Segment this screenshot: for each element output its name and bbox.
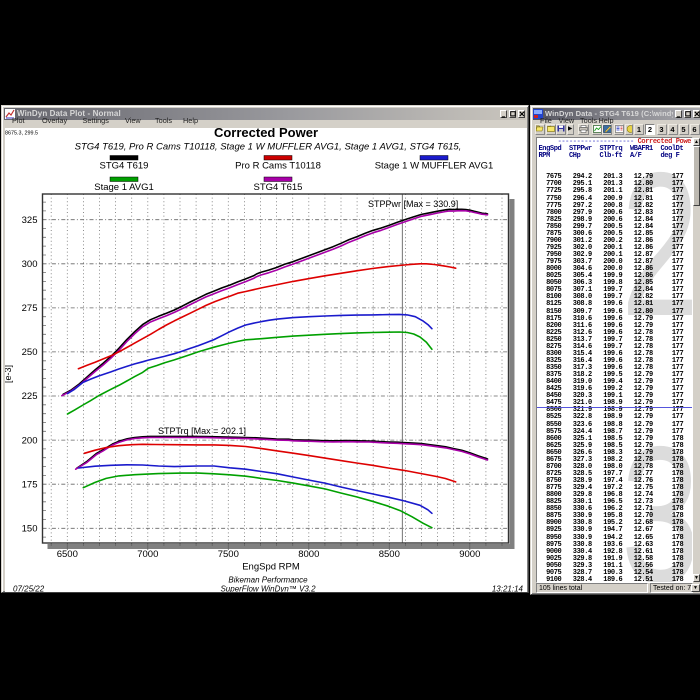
svg-text:[e-3]: [e-3] — [5, 365, 13, 383]
svg-text:STPTrq [Max = 202.1]: STPTrq [Max = 202.1] — [158, 426, 246, 436]
svg-text:8675.3, 299.5: 8675.3, 299.5 — [5, 131, 38, 137]
svg-text:7000: 7000 — [137, 549, 158, 560]
svg-text:9000: 9000 — [459, 549, 480, 560]
svg-text:7500: 7500 — [218, 549, 239, 560]
svg-text:Corrected Power: Corrected Power — [214, 128, 318, 140]
svg-text:8000: 8000 — [298, 549, 319, 560]
svg-text:6500: 6500 — [57, 549, 78, 560]
svg-text:STG4 T619, Pro R Cams T10118,: STG4 T619, Pro R Cams T10118, Stage 1 W … — [75, 142, 462, 153]
svg-text:STPPwr [Max = 330.9]: STPPwr [Max = 330.9] — [368, 199, 458, 209]
svg-text:225: 225 — [22, 391, 38, 402]
svg-text:EngSpd RPM: EngSpd RPM — [242, 562, 300, 573]
svg-text:Stage 1 AVG1: Stage 1 AVG1 — [94, 182, 154, 193]
svg-text:8500: 8500 — [379, 549, 400, 560]
svg-text:SuperFlow WinDyn™ V3.2: SuperFlow WinDyn™ V3.2 — [220, 585, 316, 593]
svg-text:300: 300 — [22, 259, 38, 270]
svg-text:275: 275 — [22, 303, 38, 314]
svg-text:Stage 1 W MUFFLER AVG1: Stage 1 W MUFFLER AVG1 — [375, 161, 494, 172]
svg-text:07/25/22: 07/25/22 — [13, 585, 45, 593]
svg-text:Pro R Cams T10118: Pro R Cams T10118 — [235, 161, 321, 172]
svg-text:150: 150 — [22, 524, 38, 535]
svg-text:325: 325 — [22, 215, 38, 226]
svg-text:Bikeman Performance: Bikeman Performance — [228, 576, 308, 585]
svg-text:175: 175 — [22, 479, 38, 490]
svg-text:200: 200 — [22, 435, 38, 446]
svg-text:STG4 T619: STG4 T619 — [100, 161, 149, 172]
svg-text:STG4 T615: STG4 T615 — [254, 182, 303, 193]
svg-text:13:21:14: 13:21:14 — [492, 585, 524, 593]
svg-text:250: 250 — [22, 347, 38, 358]
